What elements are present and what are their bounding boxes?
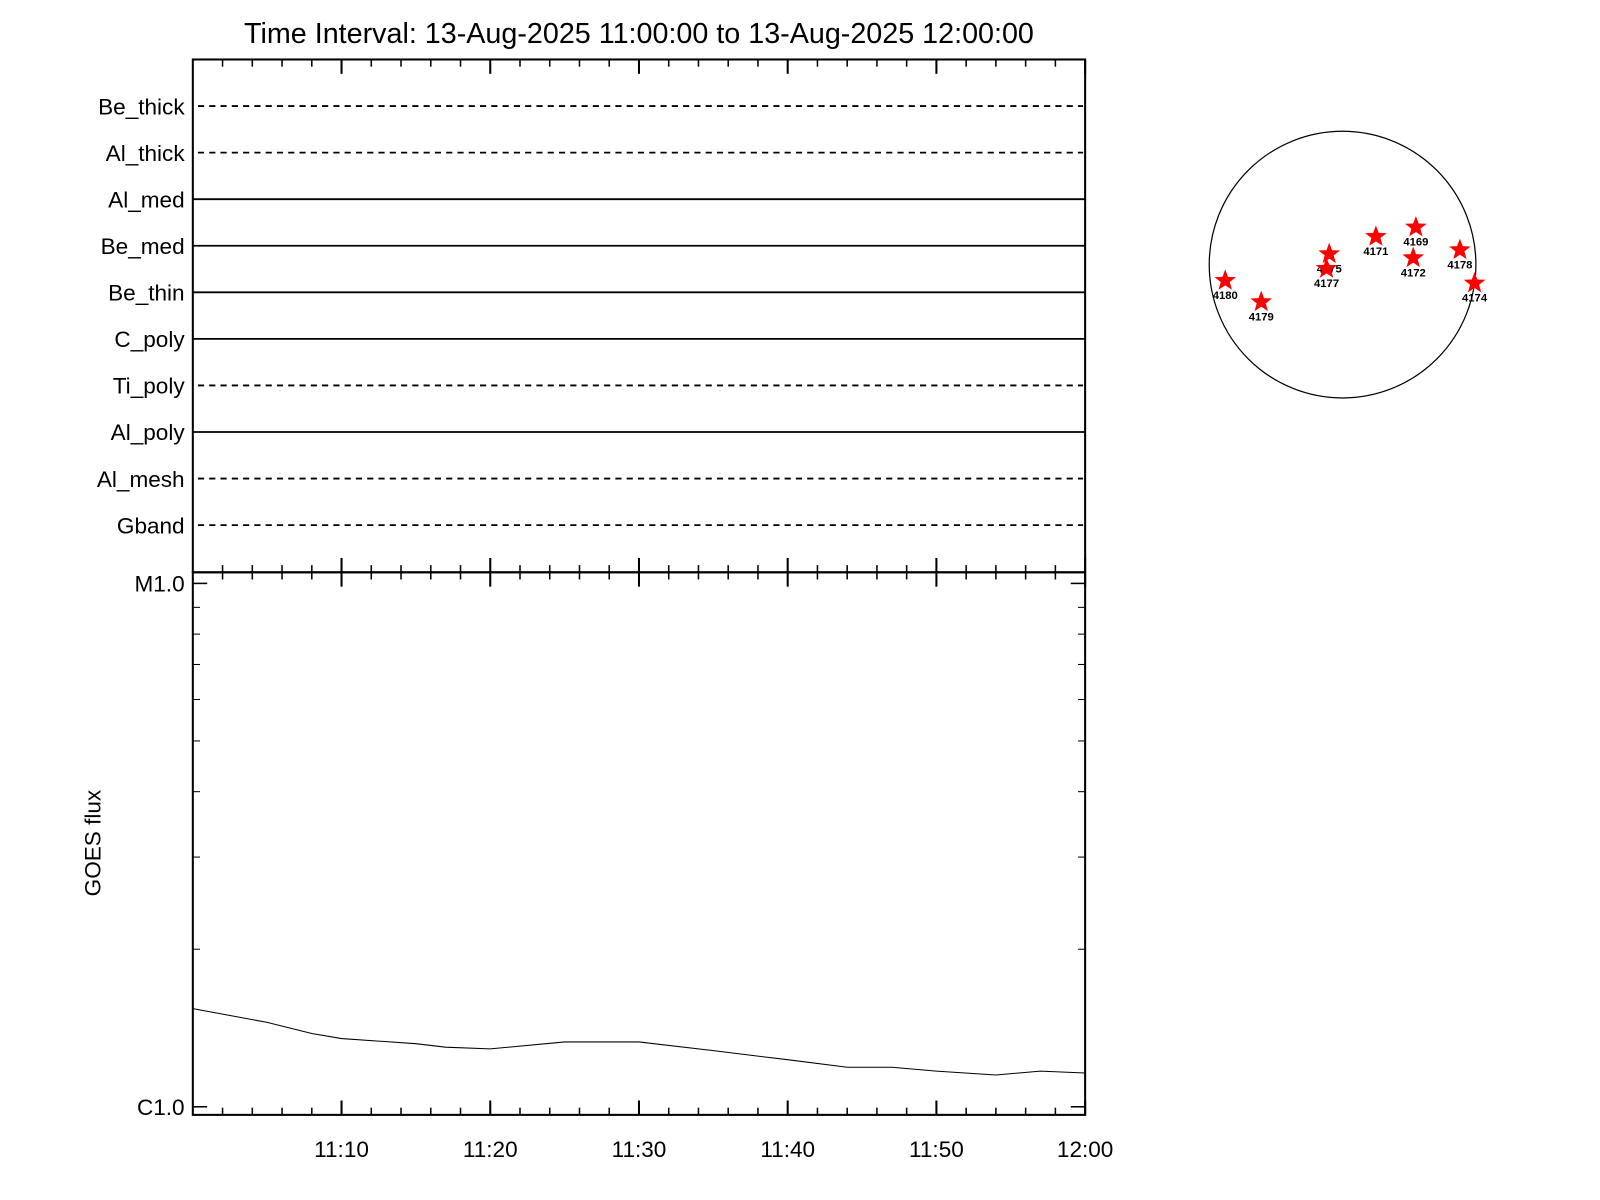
filter-label: Ti_poly: [113, 374, 186, 399]
region-label: 4172: [1401, 267, 1426, 279]
filter-label: C_poly: [114, 327, 185, 352]
y-tick-label: M1.0: [134, 572, 184, 597]
region-label: 4178: [1447, 259, 1472, 271]
region-label: 4180: [1213, 290, 1238, 302]
filter-label: Al_mesh: [97, 467, 185, 492]
filter-label: Al_med: [108, 187, 184, 212]
x-tick-label: 11:20: [463, 1137, 518, 1162]
x-tick-label: 11:10: [314, 1137, 369, 1162]
region-label: 4177: [1314, 278, 1339, 290]
region-label: 4171: [1363, 246, 1388, 258]
x-tick-label: 11:40: [760, 1137, 815, 1162]
title: Time Interval: 13-Aug-2025 11:00:00 to 1…: [244, 18, 1034, 50]
active-region: [1315, 257, 1338, 278]
filter-label: Be_thin: [108, 281, 184, 306]
filter-label: Al_thick: [106, 141, 186, 166]
region-label: 4179: [1249, 311, 1274, 323]
region-label: 4174: [1462, 293, 1488, 305]
active-region: [1214, 269, 1236, 290]
x-tick-label: 12:00: [1057, 1137, 1113, 1162]
x-tick-label: 11:50: [909, 1137, 964, 1162]
filter-label: Be_thick: [98, 94, 185, 119]
active-region: [1449, 238, 1471, 260]
active-region: [1250, 290, 1272, 312]
active-region: [1365, 225, 1387, 246]
solar-disk: [1208, 130, 1477, 399]
y-axis-label: GOES flux: [81, 789, 106, 896]
y-tick-label: C1.0: [137, 1095, 185, 1120]
filter-label: Gband: [117, 513, 185, 538]
region-label: 4169: [1403, 237, 1428, 249]
goes-curve: [192, 1008, 1086, 1076]
active-region: [1405, 216, 1427, 237]
filter-label: Al_poly: [111, 420, 186, 445]
filter-label: Be_med: [101, 234, 185, 259]
active-region: [1318, 242, 1340, 264]
x-tick-label: 11:30: [612, 1137, 667, 1162]
active-region: [1402, 246, 1424, 268]
active-region: [1463, 272, 1486, 293]
